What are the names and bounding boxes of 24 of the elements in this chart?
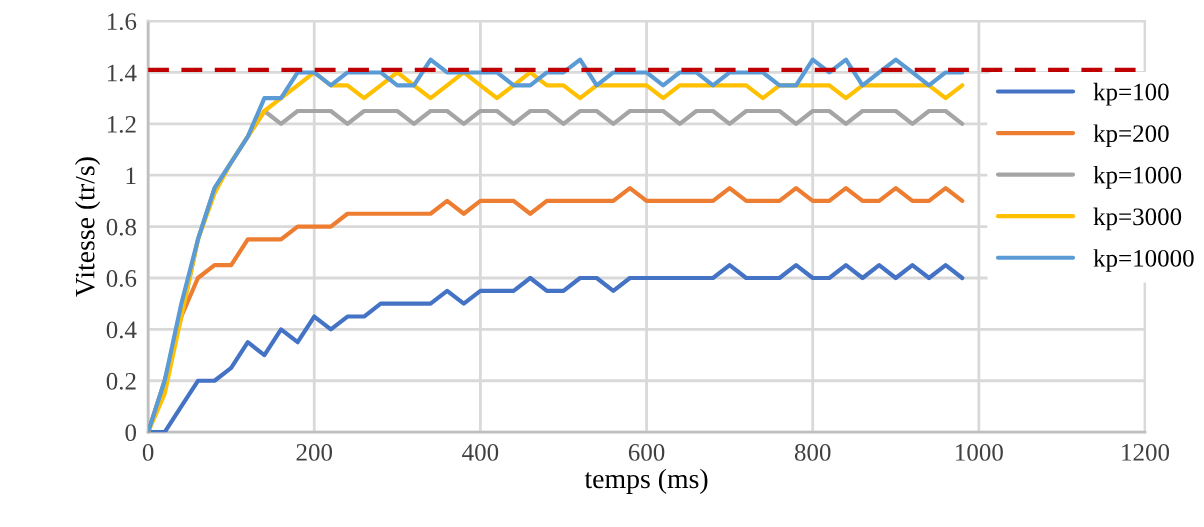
x-tick-label: 1200: [1122, 443, 1170, 461]
y-tick-label: 0.4: [106, 321, 137, 339]
legend-label: kp=10000: [1093, 249, 1194, 272]
line-series: [148, 263, 965, 433]
y-axis-title: Vitesse (tr/s): [74, 157, 101, 297]
x-tick-label: 600: [628, 443, 665, 461]
legend-label: kp=200: [1093, 124, 1169, 148]
x-tick-label: 0: [142, 443, 154, 461]
legend-label: kp=100: [1093, 82, 1169, 106]
x-tick-label: 200: [296, 443, 333, 461]
x-tick-label: 400: [462, 443, 499, 461]
x-tick-label: 1000: [956, 443, 1003, 461]
y-tick-label: 1.4: [107, 64, 137, 82]
y-tick-label: 0: [125, 424, 137, 442]
y-tick-label: 1: [126, 167, 136, 184]
y-tick-label: 0.2: [106, 372, 136, 390]
y-tick-label: 1.6: [107, 13, 137, 31]
y-tick-label: 0.6: [106, 270, 137, 288]
x-tick-label: 800: [794, 443, 831, 461]
y-tick-label: 1.2: [107, 115, 136, 133]
y-tick-label: 0.8: [106, 218, 137, 236]
legend-label: kp=3000: [1093, 207, 1182, 231]
x-axis-title: temps (ms): [584, 468, 708, 494]
legend-label: kp=1000: [1093, 166, 1182, 189]
